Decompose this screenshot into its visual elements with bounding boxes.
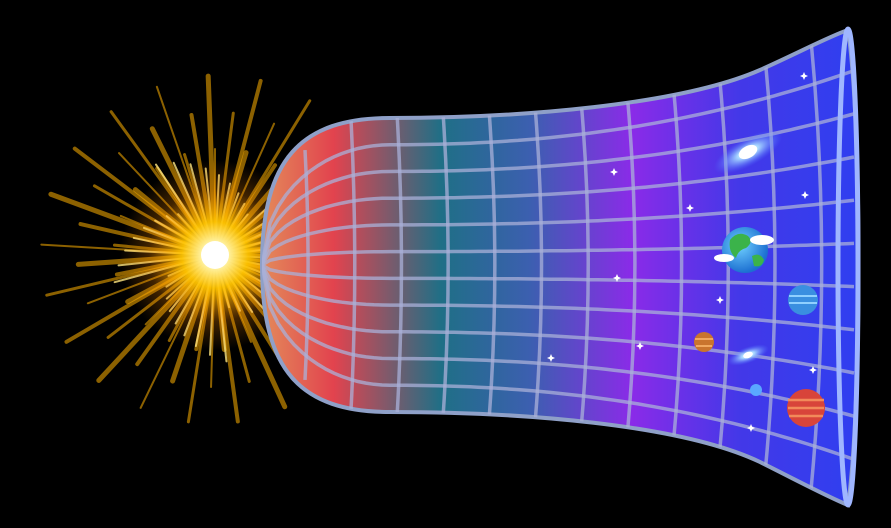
burst-icon (40, 73, 400, 424)
galaxy-icon (727, 344, 769, 366)
star-field (547, 72, 817, 432)
star-icon (636, 342, 644, 350)
cosmic-objects (547, 72, 825, 432)
star-icon (716, 296, 724, 304)
planet-icon (750, 384, 762, 396)
star-icon (809, 366, 817, 374)
planet-icon (787, 389, 825, 427)
star-icon (547, 354, 555, 362)
spacetime-funnel-icon (259, 26, 861, 508)
star-icon (686, 204, 694, 212)
star-icon (801, 191, 809, 199)
planet-icon (694, 332, 714, 352)
earth-icon (714, 227, 774, 273)
star-icon (610, 168, 618, 176)
funnel-rim (835, 26, 861, 508)
star-icon (747, 424, 755, 432)
galaxy-icon (713, 130, 783, 174)
star-icon (613, 274, 621, 282)
star-icon (800, 72, 808, 80)
planet-icon (788, 285, 818, 315)
